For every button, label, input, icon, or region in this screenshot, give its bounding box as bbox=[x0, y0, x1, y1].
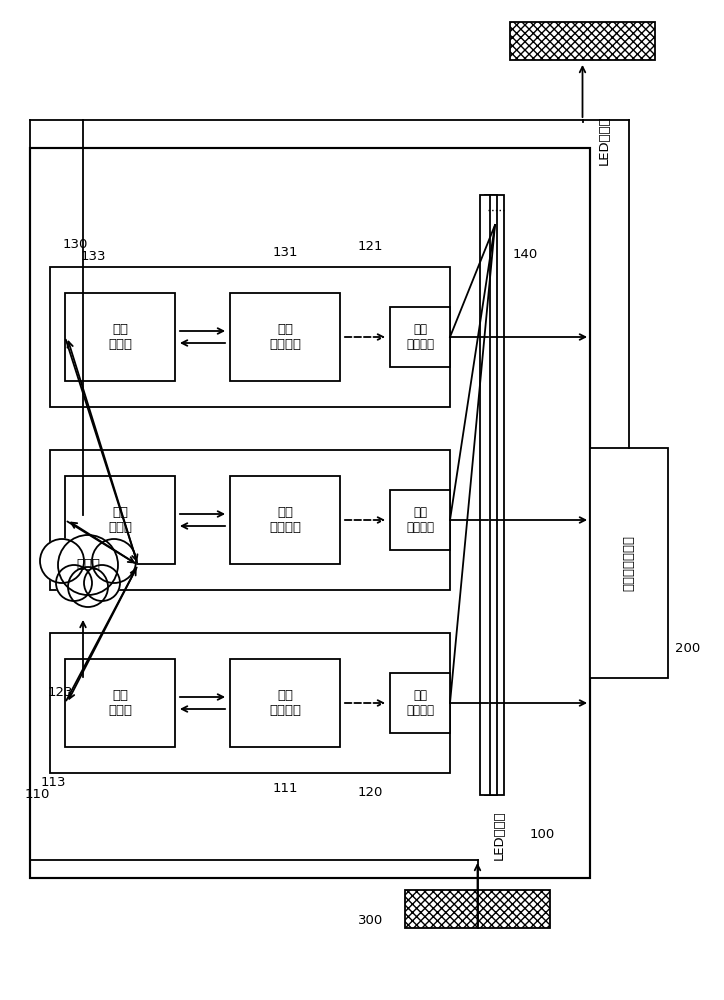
Text: 131: 131 bbox=[272, 245, 298, 258]
Text: 111: 111 bbox=[272, 782, 298, 794]
Text: 133: 133 bbox=[80, 250, 106, 263]
Bar bbox=[65, 659, 175, 747]
Text: 图像
采集设备: 图像 采集设备 bbox=[269, 689, 301, 717]
Bar bbox=[65, 476, 175, 564]
Text: 110: 110 bbox=[25, 788, 50, 802]
Bar bbox=[405, 890, 550, 928]
Circle shape bbox=[84, 565, 120, 601]
Text: 红色
画面拍摄: 红色 画面拍摄 bbox=[406, 689, 434, 717]
Text: 图像
采集设备: 图像 采集设备 bbox=[269, 323, 301, 351]
Bar bbox=[50, 267, 450, 407]
Bar bbox=[50, 633, 450, 773]
Text: 130: 130 bbox=[62, 238, 88, 251]
Bar bbox=[50, 450, 450, 590]
Text: 123: 123 bbox=[47, 686, 72, 700]
Circle shape bbox=[68, 567, 108, 607]
Text: 120: 120 bbox=[358, 786, 383, 800]
Bar bbox=[230, 476, 340, 564]
Text: 轨道计算机系统: 轨道计算机系统 bbox=[623, 535, 636, 591]
Bar bbox=[65, 293, 175, 381]
Text: 绿色
画面拍摄: 绿色 画面拍摄 bbox=[406, 506, 434, 534]
Circle shape bbox=[92, 539, 136, 583]
Bar bbox=[590, 448, 668, 678]
Text: LED筱体入: LED筱体入 bbox=[493, 810, 506, 860]
Bar bbox=[230, 659, 340, 747]
Text: 100: 100 bbox=[530, 828, 555, 842]
Bar bbox=[485, 195, 497, 795]
Text: 暗室
计算机: 暗室 计算机 bbox=[108, 506, 132, 534]
Text: 140: 140 bbox=[513, 248, 538, 261]
Bar bbox=[390, 673, 450, 733]
Text: 121: 121 bbox=[357, 240, 383, 253]
Text: 局域网: 局域网 bbox=[76, 558, 100, 572]
Bar bbox=[230, 293, 340, 381]
Bar bbox=[30, 148, 590, 878]
Text: LED筱体出: LED筱体出 bbox=[598, 115, 611, 165]
Text: 300: 300 bbox=[358, 914, 383, 926]
Bar bbox=[490, 195, 504, 795]
Bar bbox=[390, 307, 450, 367]
Circle shape bbox=[58, 535, 118, 595]
Text: 图像
采集设备: 图像 采集设备 bbox=[269, 506, 301, 534]
Bar bbox=[390, 490, 450, 550]
Text: 113: 113 bbox=[41, 776, 66, 790]
Circle shape bbox=[56, 565, 92, 601]
Text: 暗室
计算机: 暗室 计算机 bbox=[108, 689, 132, 717]
Text: 暗室
计算机: 暗室 计算机 bbox=[108, 323, 132, 351]
Text: 200: 200 bbox=[675, 642, 701, 654]
Text: 蓝色
画面拍摄: 蓝色 画面拍摄 bbox=[406, 323, 434, 351]
Bar bbox=[510, 22, 655, 60]
Bar bbox=[480, 195, 490, 795]
Circle shape bbox=[40, 539, 84, 583]
